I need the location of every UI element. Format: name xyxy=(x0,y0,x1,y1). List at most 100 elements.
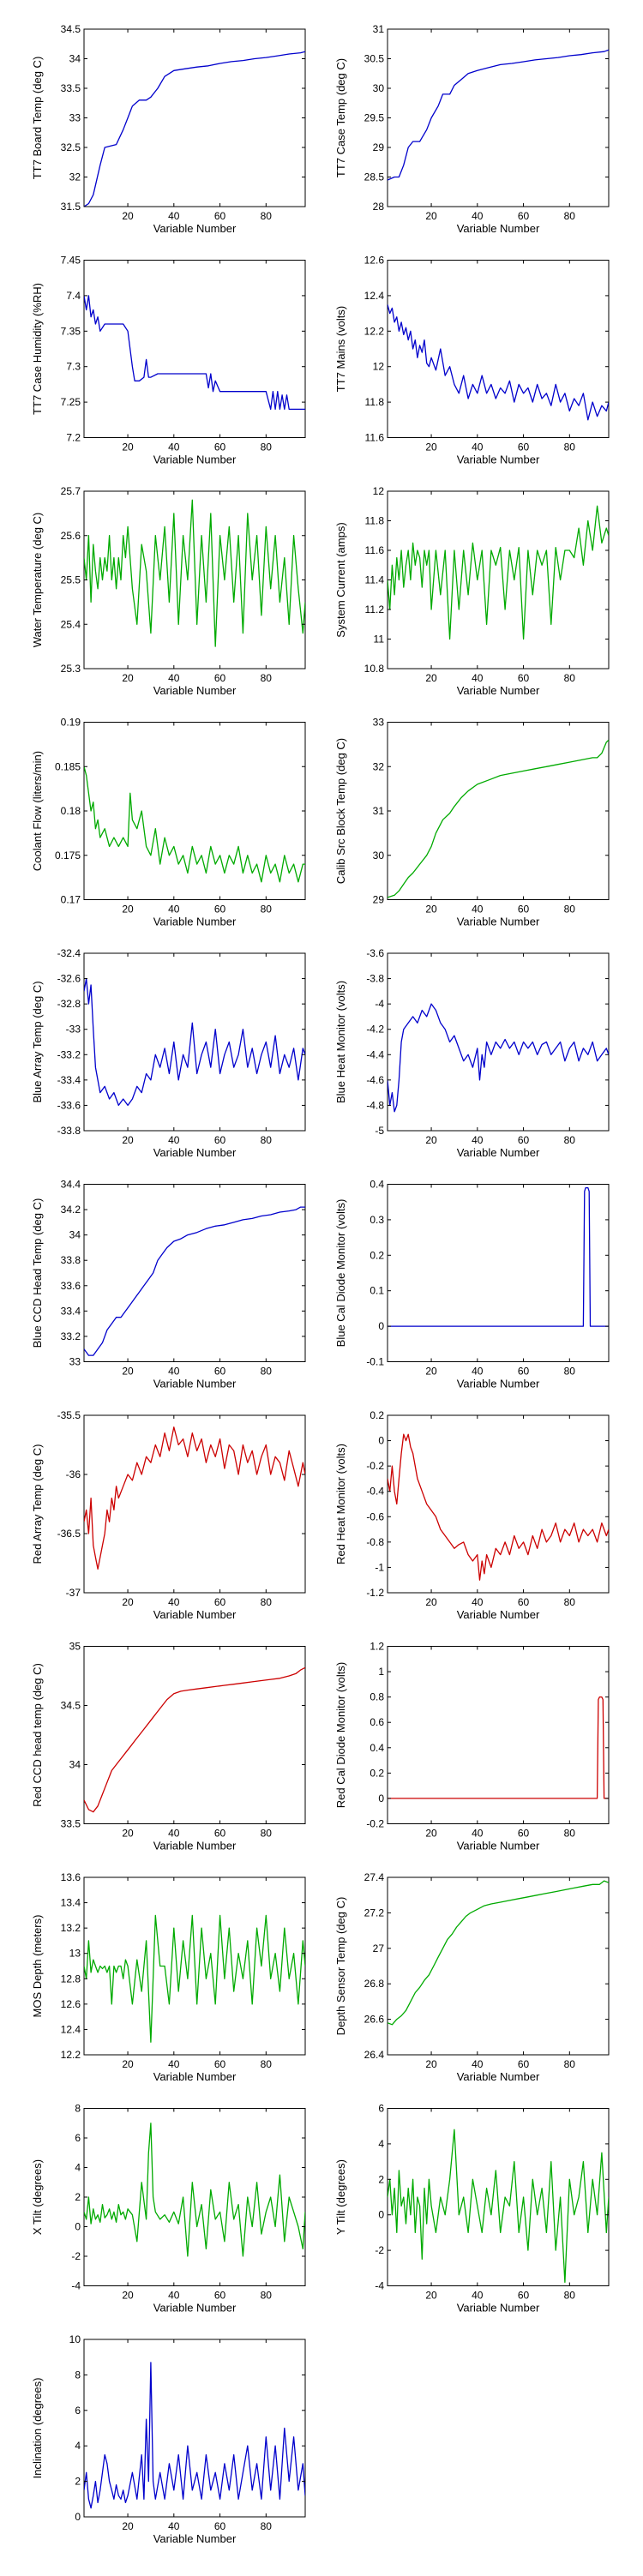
y-tick-label: 10 xyxy=(69,2333,81,2345)
plot-frame xyxy=(83,1414,306,1594)
y-axis-label: Inclination (degrees) xyxy=(31,2378,44,2479)
y-axis-label: Red Array Temp (deg C) xyxy=(31,1444,44,1564)
y-tick-label: -3.8 xyxy=(366,973,384,985)
x-tick-label: 80 xyxy=(564,1596,576,1608)
y-tick-label: 7.4 xyxy=(66,290,81,302)
y-tick-label: 31 xyxy=(373,805,385,817)
x-tick-label: 60 xyxy=(214,1828,226,1840)
series-line xyxy=(388,2129,609,2284)
x-tick-label: 20 xyxy=(122,1134,134,1146)
x-tick-label: 20 xyxy=(122,1366,134,1378)
y-tick-label: -4.4 xyxy=(366,1048,384,1060)
x-axis-label: Variable Number xyxy=(457,453,540,466)
x-tick-label: 20 xyxy=(122,1596,134,1608)
y-tick-label: -0.1 xyxy=(366,1356,384,1368)
y-tick-label: 33.4 xyxy=(61,1305,81,1317)
y-tick-label: 4 xyxy=(75,2440,81,2452)
y-tick-label: -33 xyxy=(66,1024,81,1036)
y-tick-label: 2 xyxy=(75,2191,81,2203)
x-tick-label: 80 xyxy=(261,2520,273,2532)
y-tick-label: 0.175 xyxy=(55,850,81,862)
x-tick-label: 60 xyxy=(214,1134,226,1146)
x-axis-label: Variable Number xyxy=(153,916,237,928)
y-tick-label: 27.2 xyxy=(364,1906,385,1918)
series-line xyxy=(388,1003,609,1113)
x-axis-label: Variable Number xyxy=(457,1146,540,1159)
y-tick-label: 28.5 xyxy=(364,171,385,183)
y-tick-label: 0.18 xyxy=(61,805,81,817)
chart-panel-19: 20 40 60 80 -4 -2 0 2 4 6 8 Variable Number X Tilt (… xyxy=(31,2103,306,2315)
y-tick-label: 1 xyxy=(378,1666,384,1678)
x-tick-label: 60 xyxy=(518,2058,530,2070)
y-tick-label: 7.45 xyxy=(61,255,81,267)
x-tick-label: 40 xyxy=(168,1828,180,1840)
x-tick-label: 20 xyxy=(425,1828,437,1840)
x-tick-label: 80 xyxy=(564,210,576,222)
y-axis-label: Blue Heat Monitor (volts) xyxy=(334,981,347,1103)
x-tick-label: 80 xyxy=(564,441,576,453)
x-tick-label: 40 xyxy=(168,210,180,222)
y-tick-label: 10.8 xyxy=(364,663,385,675)
y-tick-label: 27.4 xyxy=(364,1871,385,1883)
series-line xyxy=(388,1880,609,2026)
y-tick-label: -2 xyxy=(71,2250,81,2262)
x-tick-label: 40 xyxy=(472,672,484,684)
y-tick-label: 30 xyxy=(373,850,385,862)
y-tick-label: 0.8 xyxy=(370,1691,384,1703)
y-tick-label: 34.5 xyxy=(61,1700,81,1712)
x-tick-label: 60 xyxy=(214,904,226,916)
y-tick-label: 6 xyxy=(378,2103,384,2115)
x-axis-label: Variable Number xyxy=(153,684,237,697)
y-tick-label: -37 xyxy=(66,1587,81,1599)
y-tick-label: 32 xyxy=(69,171,81,183)
y-tick-label: -36 xyxy=(66,1468,81,1480)
y-axis-label: Red Heat Monitor (volts) xyxy=(334,1444,347,1564)
x-tick-label: 20 xyxy=(425,2290,437,2302)
y-tick-label: 33.5 xyxy=(61,1818,81,1830)
x-axis-label: Variable Number xyxy=(457,1608,540,1621)
y-tick-label: 30 xyxy=(373,82,385,94)
x-tick-label: 20 xyxy=(425,1596,437,1608)
series-line xyxy=(84,499,305,647)
x-axis-label: Variable Number xyxy=(457,222,540,235)
x-tick-label: 60 xyxy=(214,2290,226,2302)
y-tick-label: -4 xyxy=(375,2280,384,2292)
x-tick-label: 60 xyxy=(214,672,226,684)
y-tick-label: 11 xyxy=(374,633,385,646)
y-tick-label: -4.8 xyxy=(366,1099,384,1111)
chart-panel-5: 20 40 60 80 25.3 25.4 25.5 25.6 25.7 Variable Num… xyxy=(31,485,306,697)
y-tick-label: 0.6 xyxy=(370,1716,384,1728)
y-tick-label: -4 xyxy=(71,2280,81,2292)
y-tick-label: 34 xyxy=(69,53,81,65)
y-tick-label: 33.8 xyxy=(61,1254,81,1266)
y-axis-label: Blue CCD Head Temp (deg C) xyxy=(31,1198,44,1348)
x-axis-label: Variable Number xyxy=(457,2070,540,2083)
chart-panel-6: 20 40 60 80 10.8 11 11.2 11.4 11.6 11.8 12 Variable… xyxy=(334,485,610,697)
y-tick-label: 0 xyxy=(75,2511,81,2523)
series-line xyxy=(84,2362,305,2509)
y-tick-label: 12.4 xyxy=(364,290,385,302)
plot-frame xyxy=(83,2339,306,2518)
y-tick-label: -4 xyxy=(375,998,384,1010)
y-tick-label: 0 xyxy=(75,2221,81,2233)
y-tick-label: 11.4 xyxy=(365,574,385,586)
y-tick-label: -0.2 xyxy=(366,1818,384,1830)
series-line xyxy=(388,304,609,421)
x-tick-label: 80 xyxy=(261,441,273,453)
y-tick-label: 34.5 xyxy=(61,23,81,35)
y-tick-label: 25.4 xyxy=(61,618,81,630)
x-tick-label: 80 xyxy=(564,2058,576,2070)
chart-panel-12: 20 40 60 80 -0.1 0 0.1 0.2 0.3 0.4 Variable Number… xyxy=(334,1179,610,1390)
y-tick-label: 4 xyxy=(378,2138,384,2150)
y-tick-label: 33.5 xyxy=(61,82,81,94)
y-tick-label: 33.2 xyxy=(61,1330,81,1342)
x-tick-label: 40 xyxy=(472,210,484,222)
y-axis-label: Water Temperature (deg C) xyxy=(31,513,44,648)
x-axis-label: Variable Number xyxy=(153,1378,237,1390)
x-tick-label: 60 xyxy=(214,210,226,222)
x-tick-label: 80 xyxy=(564,1366,576,1378)
x-tick-label: 40 xyxy=(168,2520,180,2532)
y-tick-label: 0.2 xyxy=(370,1767,384,1779)
x-tick-label: 60 xyxy=(214,1366,226,1378)
y-tick-label: 26.8 xyxy=(364,1978,385,1990)
